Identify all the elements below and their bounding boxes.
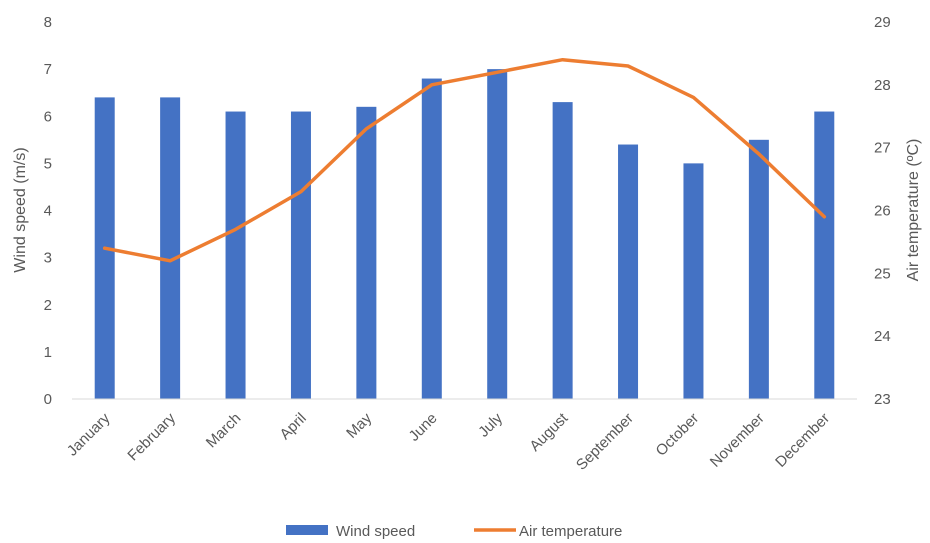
left-tick-label: 4 <box>44 203 52 220</box>
legend-wind-speed-label: Wind speed <box>336 523 415 540</box>
bar-april <box>290 111 311 399</box>
right-tick-label: 24 <box>874 328 891 345</box>
x-tick-label: March <box>203 410 244 451</box>
left-tick-label: 7 <box>44 61 52 78</box>
x-tick-label: December <box>772 410 833 471</box>
bar-may <box>356 106 377 399</box>
right-tick-label: 29 <box>874 14 891 31</box>
left-tick-label: 3 <box>44 250 52 267</box>
right-tick-label: 25 <box>874 265 891 282</box>
x-tick-label: August <box>526 409 572 455</box>
right-tick-label: 26 <box>874 203 891 220</box>
x-tick-label: September <box>573 410 637 474</box>
bar-june <box>421 78 442 400</box>
right-tick-label: 28 <box>874 77 891 94</box>
left-tick-label: 0 <box>44 391 52 408</box>
air-temperature-line <box>102 57 827 263</box>
left-tick-label: 2 <box>44 297 52 314</box>
legend: Wind speed Air temperature <box>286 523 622 540</box>
left-tick-label: 8 <box>44 14 52 31</box>
legend-air-temperature-label: Air temperature <box>519 523 622 540</box>
legend-wind-speed-swatch <box>286 525 328 535</box>
left-tick-label: 5 <box>44 155 52 172</box>
x-tick-label: January <box>64 409 114 459</box>
x-tick-label: November <box>707 410 768 471</box>
x-tick-label: October <box>653 410 703 460</box>
left-axis-title: Wind speed (m/s) <box>12 147 29 272</box>
bar-november <box>748 139 769 399</box>
wind-speed-bars <box>94 69 835 400</box>
air-temperature-line-layer <box>102 57 827 263</box>
bar-august <box>552 102 573 400</box>
left-tick-label: 1 <box>44 344 52 361</box>
left-axis-ticks: 0 1 2 3 4 5 6 7 8 <box>44 14 52 408</box>
bar-february <box>160 97 181 400</box>
right-tick-label: 27 <box>874 140 891 157</box>
right-axis-title: Air temperature (ºC) <box>905 139 922 282</box>
right-tick-label: 23 <box>874 391 891 408</box>
bar-december <box>814 111 835 399</box>
bar-october <box>683 163 704 399</box>
x-tick-label: April <box>277 410 310 443</box>
x-axis-ticks: January February March April May June July Augu… <box>64 409 833 473</box>
x-tick-label: July <box>475 409 506 440</box>
right-axis-ticks: 23 24 25 26 27 28 29 <box>874 14 891 408</box>
x-tick-label: May <box>343 409 375 441</box>
x-tick-label: February <box>124 409 179 464</box>
left-tick-label: 6 <box>44 108 52 125</box>
bar-july <box>487 69 508 399</box>
bar-september <box>618 144 639 399</box>
bar-march <box>225 111 246 399</box>
x-tick-label: June <box>406 410 441 445</box>
